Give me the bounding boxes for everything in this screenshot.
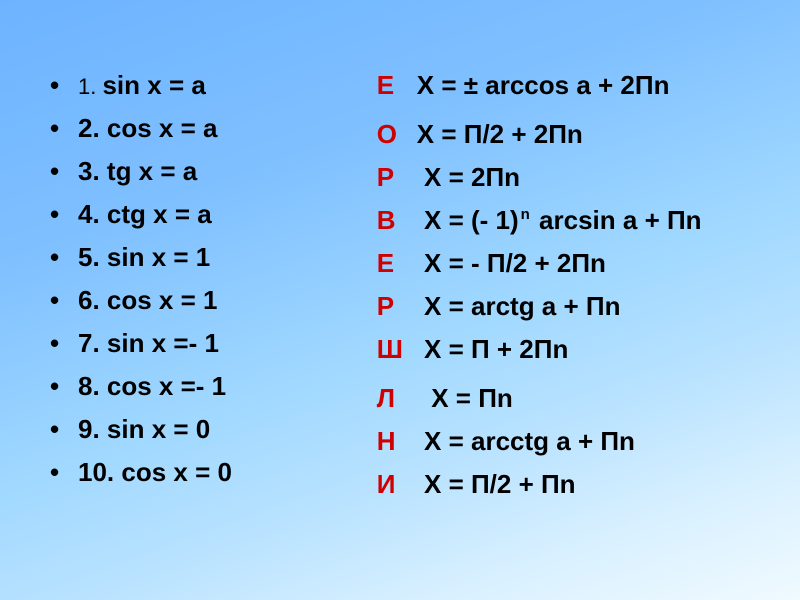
- letter-key: Р: [377, 291, 417, 322]
- bullet-icon: •: [50, 330, 78, 356]
- solution-row: ЕX = ± arccos a + 2Пn: [377, 70, 770, 101]
- right-column: ЕX = ± arccos a + 2ПnОX = П/2 + 2ПnР X =…: [367, 70, 770, 560]
- solution-row: ОX = П/2 + 2Пn: [377, 119, 770, 150]
- equation-left-row: •1. sin x = a: [50, 70, 367, 101]
- equation-left-text: 7. sin x =- 1: [78, 328, 219, 359]
- solution-pre: X = (- 1): [417, 205, 519, 235]
- equation-left-text: 10. cos x = 0: [78, 457, 232, 488]
- solution-text: X = П + 2Пn: [417, 334, 569, 365]
- solution-row: Р X = arctg a + Пn: [377, 291, 770, 322]
- letter-key: Л: [377, 383, 417, 414]
- solution-text: X = (- 1)n arcsin a + Пn: [417, 205, 702, 236]
- equation-left-text: 6. cos x = 1: [78, 285, 217, 316]
- equation-left-text: 3. tg x = a: [78, 156, 197, 187]
- equation-left-row: •5. sin x = 1: [50, 242, 367, 273]
- equation-body: sin x = a: [102, 70, 205, 100]
- bullet-icon: •: [50, 115, 78, 141]
- solution-text: X = arctg a + Пn: [417, 291, 621, 322]
- solution-row: Ш X = П + 2Пn: [377, 334, 770, 365]
- equation-left-text: 8. cos x =- 1: [78, 371, 226, 402]
- equation-number: 1.: [78, 74, 102, 99]
- solution-text: X = arcctg a + Пn: [417, 426, 635, 457]
- solution-text: X = П/2 + Пn: [417, 469, 576, 500]
- letter-key: Е: [377, 248, 417, 279]
- solution-row: Н X = arcctg a + Пn: [377, 426, 770, 457]
- equation-left-text: 9. sin x = 0: [78, 414, 210, 445]
- bullet-icon: •: [50, 373, 78, 399]
- equation-left-row: •8. cos x =- 1: [50, 371, 367, 402]
- equation-left-row: •7. sin x =- 1: [50, 328, 367, 359]
- solution-row: Л X = Пn: [377, 383, 770, 414]
- bullet-icon: •: [50, 201, 78, 227]
- equation-left-row: •10. cos x = 0: [50, 457, 367, 488]
- solution-row: Е X = - П/2 + 2Пn: [377, 248, 770, 279]
- equation-left-row: •4. ctg x = a: [50, 199, 367, 230]
- equation-left-row: •9. sin x = 0: [50, 414, 367, 445]
- slide-content: •1. sin x = a•2. cos x = a•3. tg x = a•4…: [0, 0, 800, 600]
- left-column: •1. sin x = a•2. cos x = a•3. tg x = a•4…: [50, 70, 367, 560]
- bullet-icon: •: [50, 72, 78, 98]
- solution-text: X = - П/2 + 2Пn: [417, 248, 606, 279]
- equation-left-text: 1. sin x = a: [78, 70, 206, 101]
- solution-row: И X = П/2 + Пn: [377, 469, 770, 500]
- equation-left-text: 4. ctg x = a: [78, 199, 212, 230]
- solution-text: X = 2Пn: [417, 162, 520, 193]
- letter-key: Е: [377, 70, 417, 101]
- letter-key: О: [377, 119, 417, 150]
- letter-key: Н: [377, 426, 417, 457]
- solution-row: Р X = 2Пn: [377, 162, 770, 193]
- equation-left-row: •6. cos x = 1: [50, 285, 367, 316]
- solution-text: X = П/2 + 2Пn: [417, 119, 583, 150]
- bullet-icon: •: [50, 244, 78, 270]
- bullet-icon: •: [50, 459, 78, 485]
- equation-left-text: 5. sin x = 1: [78, 242, 210, 273]
- equation-left-row: •3. tg x = a: [50, 156, 367, 187]
- bullet-icon: •: [50, 416, 78, 442]
- letter-key: Р: [377, 162, 417, 193]
- solution-text: X = Пn: [417, 383, 513, 414]
- letter-key: В: [377, 205, 417, 236]
- equation-left-row: •2. cos x = a: [50, 113, 367, 144]
- solution-text: X = ± arccos a + 2Пn: [417, 70, 670, 101]
- solution-post: arcsin a + Пn: [532, 205, 702, 235]
- bullet-icon: •: [50, 158, 78, 184]
- letter-key: И: [377, 469, 417, 500]
- letter-key: Ш: [377, 334, 417, 365]
- solution-row: В X = (- 1)n arcsin a + Пn: [377, 205, 770, 236]
- superscript: n: [519, 206, 532, 223]
- bullet-icon: •: [50, 287, 78, 313]
- equation-left-text: 2. cos x = a: [78, 113, 217, 144]
